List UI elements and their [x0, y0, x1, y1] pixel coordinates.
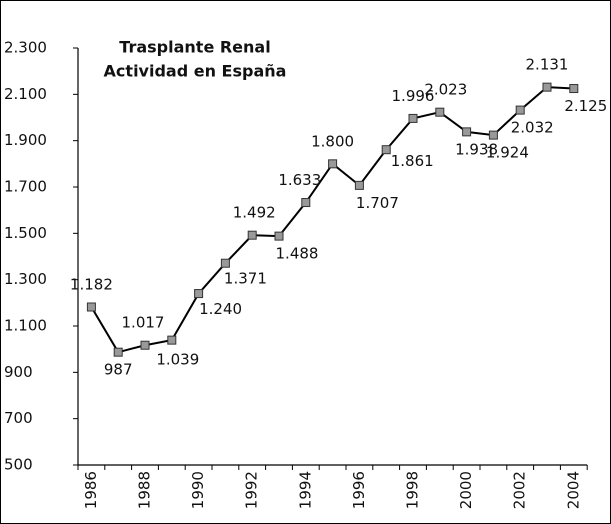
data-label: 1.017	[122, 314, 165, 332]
marker	[435, 107, 445, 117]
marker	[354, 180, 364, 190]
data-label: 2.131	[526, 56, 569, 74]
y-tick-label: 1.500	[4, 224, 47, 242]
marker	[113, 347, 123, 357]
marker	[301, 198, 311, 208]
marker	[328, 159, 338, 169]
data-label: 1.996	[392, 87, 435, 105]
chart-title: Trasplante Renal	[119, 38, 270, 57]
x-tick-label: 1990	[189, 471, 207, 509]
data-label: 1.924	[486, 144, 529, 162]
data-label: 2.032	[511, 119, 554, 137]
data-label: 1.492	[233, 204, 276, 222]
y-tick-label: 1.900	[4, 131, 47, 149]
data-label: 2.125	[564, 97, 607, 115]
marker	[408, 113, 418, 123]
x-tick-label: 2002	[511, 471, 529, 509]
data-label: 1.240	[199, 300, 242, 318]
y-tick-label: 2.100	[4, 85, 47, 103]
marker	[274, 231, 284, 241]
data-label: 1.938	[455, 140, 498, 158]
data-label: 1.371	[224, 270, 267, 288]
data-label: 1.800	[311, 132, 354, 150]
x-tick-label: 2000	[457, 471, 475, 509]
y-tick-label: 900	[4, 363, 33, 381]
marker	[86, 302, 96, 312]
y-tick-label: 500	[4, 456, 33, 474]
y-tick-label: 1.100	[4, 317, 47, 335]
y-tick-label: 700	[4, 409, 33, 427]
marker	[488, 130, 498, 140]
x-tick-label: 2004	[564, 471, 582, 509]
marker	[381, 145, 391, 155]
data-label: 1.707	[356, 194, 399, 212]
data-label: 2.023	[424, 81, 467, 99]
marker	[247, 230, 257, 240]
marker	[194, 289, 204, 299]
marker	[569, 84, 579, 94]
y-tick-label: 1.700	[4, 178, 47, 196]
y-tick-label: 1.300	[4, 270, 47, 288]
x-tick-label: 1986	[82, 471, 100, 509]
x-tick-label: 1994	[296, 471, 314, 509]
data-label: 1.633	[278, 171, 321, 189]
marker	[167, 335, 177, 345]
marker	[220, 258, 230, 268]
marker	[140, 340, 150, 350]
data-label: 1.039	[156, 351, 199, 369]
marker	[542, 82, 552, 92]
data-label: 1.182	[70, 276, 113, 294]
data-label: 987	[104, 361, 133, 379]
data-label: 1.861	[391, 152, 434, 170]
x-tick-label: 1998	[404, 471, 422, 509]
data-label: 1.488	[276, 245, 319, 263]
marker	[462, 127, 472, 137]
chart-title: Actividad en España	[104, 62, 287, 81]
x-tick-label: 1996	[350, 471, 368, 509]
x-tick-label: 1988	[136, 471, 154, 509]
x-tick-label: 1992	[243, 471, 261, 509]
y-tick-label: 2.300	[4, 39, 47, 57]
marker	[515, 105, 525, 115]
